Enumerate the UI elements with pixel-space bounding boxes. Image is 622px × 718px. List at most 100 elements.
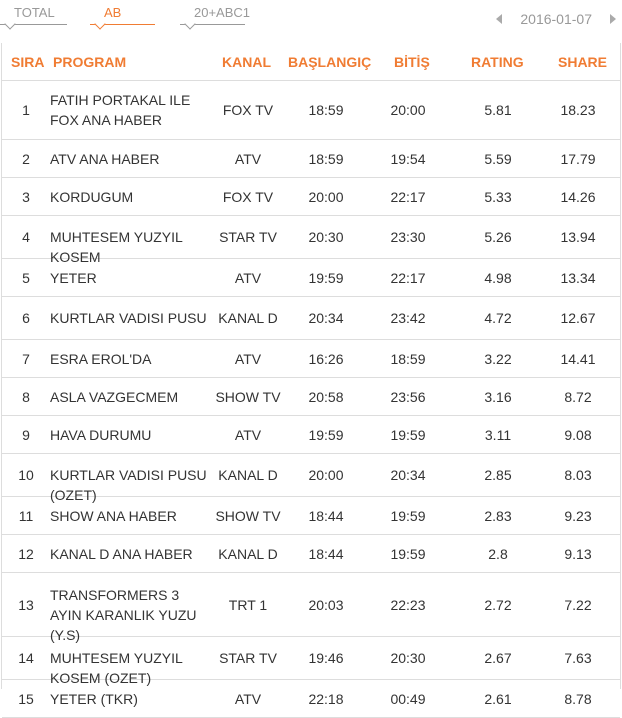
cell-end: 20:30 [390, 650, 426, 666]
cell-start: 20:03 [308, 597, 344, 613]
cell-start: 18:44 [308, 508, 344, 524]
cell-rank: 8 [22, 389, 30, 405]
cell-program: MUHTESEM YUZYIL KOSEM [50, 229, 183, 265]
cell-channel: TRT 1 [228, 597, 268, 613]
cell-rating: 5.33 [484, 189, 512, 205]
cell-rating: 2.8 [488, 546, 508, 562]
cell-program: KORDUGUM [50, 189, 134, 205]
cell-channel: ATV [234, 427, 262, 443]
table-row: 13 TRANSFORMERS 3 AYIN KARANLIK YUZU (Y.S… [2, 573, 620, 643]
cell-program: ASLA VAZGECMEM [50, 389, 179, 405]
cell-share: 9.13 [564, 546, 592, 562]
cell-share: 7.22 [564, 597, 592, 613]
cell-end: 18:59 [390, 351, 426, 367]
cell-rank: 12 [18, 546, 34, 562]
tab-underline [0, 24, 67, 25]
cell-rank: 14 [18, 650, 34, 666]
cell-program: YETER [50, 270, 97, 286]
cell-rating: 2.67 [484, 650, 512, 666]
table-row: 4 MUHTESEM YUZYIL KOSEM STAR TV 20:30 23:30 5… [2, 216, 620, 265]
header-program: PROGRAM [53, 54, 127, 70]
cell-channel: SHOW TV [215, 389, 281, 405]
cell-rank: 5 [22, 270, 30, 286]
cell-start: 18:59 [308, 102, 344, 118]
cell-program: HAVA DURUMU [50, 427, 152, 443]
cell-share: 8.78 [564, 691, 592, 707]
table-row: 9 HAVA DURUMU ATV 19:59 19:59 3.11 9.08 [2, 416, 620, 454]
cell-rating: 2.72 [484, 597, 512, 613]
cell-share: 14.26 [560, 189, 596, 205]
current-date: 2016-01-07 [520, 11, 592, 27]
cell-program: ESRA EROL'DA [50, 351, 152, 367]
tab-underline [180, 24, 245, 25]
cell-channel: KANAL D [218, 546, 278, 562]
cell-start: 19:59 [308, 427, 344, 443]
cell-share: 18.23 [560, 102, 596, 118]
tab-ab-label: AB [104, 5, 122, 20]
table-row: 6 KURTLAR VADISI PUSU KANAL D 20:34 23:42 4.7… [2, 297, 620, 340]
cell-rank: 15 [18, 691, 34, 707]
cell-program: ATV ANA HABER [50, 151, 160, 167]
cell-rank: 6 [22, 310, 30, 326]
cell-program: YETER (TKR) [50, 691, 138, 707]
cell-rating: 2.83 [484, 508, 512, 524]
cell-channel: FOX TV [222, 189, 274, 205]
cell-start: 20:34 [308, 310, 344, 326]
cell-channel: STAR TV [219, 650, 277, 666]
cell-start: 22:18 [308, 691, 344, 707]
cell-rank: 1 [22, 102, 30, 118]
cell-program: TRANSFORMERS 3 AYIN KARANLIK YUZU (Y.S) [50, 587, 197, 643]
cell-channel: KANAL D [218, 467, 278, 483]
table-row: 5 YETER ATV 19:59 22:17 4.98 13.34 [2, 259, 620, 297]
table-row: 11 SHOW ANA HABER SHOW TV 18:44 19:59 2.83 9.2… [2, 497, 620, 535]
cell-rating: 2.85 [484, 467, 512, 483]
cell-start: 20:58 [308, 389, 344, 405]
cell-end: 20:00 [390, 102, 426, 118]
cell-start: 19:46 [308, 650, 344, 666]
tab-ab[interactable]: AB [90, 5, 155, 30]
cell-end: 23:30 [390, 229, 426, 245]
cell-rating: 3.11 [484, 427, 512, 443]
tab-20-abc1[interactable]: 20+ABC1 [180, 5, 251, 30]
cell-share: 17.79 [560, 151, 596, 167]
table-row: 10 KURTLAR VADISI PUSU (OZET) KANAL D 20:00… [2, 454, 620, 503]
cell-channel: ATV [234, 351, 262, 367]
cell-channel: SHOW TV [215, 508, 281, 524]
tab-20-abc1-label: 20+ABC1 [194, 5, 251, 20]
cell-end: 00:49 [390, 691, 426, 707]
cell-end: 19:59 [390, 546, 426, 562]
cell-share: 12.67 [560, 310, 596, 326]
ratings-table: SIRA PROGRAM KANAL BAŞLANGIÇ BİTİŞ RATIN… [1, 43, 621, 718]
cell-start: 20:00 [308, 189, 344, 205]
previous-day-icon[interactable] [496, 14, 503, 24]
cell-start: 18:59 [308, 151, 344, 167]
cell-rating: 4.98 [484, 270, 512, 286]
cell-channel: ATV [234, 691, 262, 707]
cell-channel: STAR TV [219, 229, 277, 245]
table-row: 15 YETER (TKR) ATV 22:18 00:49 2.61 8.78 [2, 680, 620, 718]
cell-rating: 5.26 [484, 229, 512, 245]
cell-channel: KANAL D [218, 310, 278, 326]
table-row: 12 KANAL D ANA HABER KANAL D 18:44 19:59 2.8 9… [2, 535, 620, 573]
header-share: SHARE [558, 54, 608, 70]
tab-pointer-icon [94, 18, 106, 30]
cell-end: 22:17 [390, 270, 426, 286]
table-row: 1 FATIH PORTAKAL ILE FOX ANA HABER FOX TV 1… [2, 81, 620, 140]
cell-share: 13.34 [560, 270, 596, 286]
cell-end: 19:59 [390, 427, 426, 443]
cell-rank: 2 [22, 151, 30, 167]
cell-rating: 3.22 [484, 351, 512, 367]
table-row: 8 ASLA VAZGECMEM SHOW TV 20:58 23:56 3.16 8.72 [2, 378, 620, 416]
date-navigator: 2016-01-07 [496, 10, 616, 28]
tab-underline [90, 24, 155, 25]
cell-rank: 9 [22, 427, 30, 443]
cell-share: 8.03 [564, 467, 592, 483]
table-row: 14 MUHTESEM YUZYIL KOSEM (OZET) STAR TV 19:… [2, 637, 620, 686]
cell-share: 9.23 [564, 508, 592, 524]
header-rank: SIRA [11, 54, 45, 70]
header-start: BAŞLANGIÇ [288, 54, 372, 70]
tab-pointer-icon [184, 18, 196, 30]
cell-rating: 5.81 [484, 102, 512, 118]
next-day-icon[interactable] [610, 14, 616, 24]
tab-total[interactable]: TOTAL [0, 5, 67, 30]
